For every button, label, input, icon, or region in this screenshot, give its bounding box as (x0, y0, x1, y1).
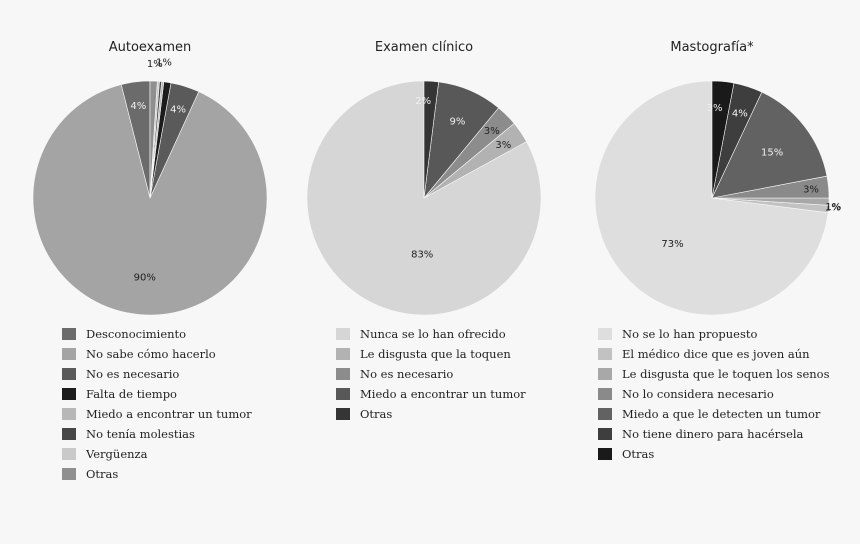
legend-swatch (598, 388, 612, 400)
legend-swatch (336, 328, 350, 340)
slice-label: 90% (134, 272, 156, 283)
legend-label: El médico dice que es joven aún (622, 347, 810, 361)
legend-item: Le disgusta que le toquen los senos (598, 364, 830, 384)
legend-swatch (62, 448, 76, 460)
legend-item: Miedo a encontrar un tumor (62, 404, 252, 424)
chart-title-examen-clinico: Examen clínico (375, 40, 473, 55)
legend-item: Otras (62, 464, 252, 484)
legend-label: Otras (86, 467, 119, 481)
legend-item: Vergüenza (62, 444, 252, 464)
legend-swatch (336, 348, 350, 360)
legend-swatch (336, 368, 350, 380)
legend-label: Desconocimiento (86, 327, 187, 341)
legend-item: No es necesario (62, 364, 252, 384)
legend-swatch (598, 428, 612, 440)
legend-swatch (62, 408, 76, 420)
legend-label: No lo considera necesario (622, 387, 774, 401)
slice-label: 1% (147, 59, 163, 70)
pie-slice (32, 84, 268, 316)
slice-label: 15% (761, 147, 783, 158)
legend-label: No tenía molestias (86, 427, 195, 441)
pie-slice (594, 80, 829, 316)
slice-label: 1% (156, 58, 172, 69)
legend-item: Le disgusta que la toquen (336, 344, 526, 364)
legend-label: Falta de tiempo (86, 387, 177, 401)
legend-label: No es necesario (86, 367, 180, 381)
pie-autoexamen: 4% 90% 4% 1%1% (32, 58, 268, 316)
legend-swatch (598, 368, 612, 380)
legend-item: Otras (336, 404, 526, 424)
slice-label: 3% (707, 103, 723, 114)
legend-swatch (336, 388, 350, 400)
legend-item: No es necesario (336, 364, 526, 384)
legend-item: Miedo a que le detecten un tumor (598, 404, 830, 424)
slice-label: 9% (450, 117, 466, 128)
legend-label: Otras (622, 447, 655, 461)
legend-swatch (598, 448, 612, 460)
chart-title-autoexamen: Autoexamen (109, 40, 192, 55)
legend-label: Miedo a encontrar un tumor (86, 407, 252, 421)
legend-swatch (598, 328, 612, 340)
legend-swatch (336, 408, 350, 420)
legend-autoexamen: Desconocimiento No sabe cómo hacerlo No es… (62, 324, 252, 484)
legend-label: Vergüenza (86, 447, 148, 461)
slice-label: 3% (495, 140, 511, 151)
legend-item: Nunca se lo han ofrecido (336, 324, 526, 344)
legend-label: No tiene dinero para hacérsela (622, 427, 804, 441)
legend-label: No es necesario (360, 367, 454, 381)
pie-slice (149, 80, 158, 199)
slice-label: 1% (825, 202, 841, 213)
legend-label: Miedo a encontrar un tumor (360, 387, 526, 401)
legend-swatch (598, 408, 612, 420)
legend-item: Otras (598, 444, 830, 464)
legend-swatch (62, 468, 76, 480)
legend-item: No tenía molestias (62, 424, 252, 444)
legend-item: No sabe cómo hacerlo (62, 344, 252, 364)
pie-slice (711, 91, 828, 199)
slice-label: 3% (484, 126, 500, 137)
legend-label: Le disgusta que le toquen los senos (622, 367, 830, 381)
legend-label: Nunca se lo han ofrecido (360, 327, 506, 341)
legend-swatch (62, 388, 76, 400)
legend-label: Otras (360, 407, 393, 421)
slice-label: 4% (170, 105, 186, 116)
slice-label: 3% (803, 185, 819, 196)
legend-label: No sabe cómo hacerlo (86, 347, 216, 361)
slice-label: 4% (130, 101, 146, 112)
legend-item: No se lo han propuesto (598, 324, 830, 344)
legend-examen-clinico: Nunca se lo han ofrecido Le disgusta que … (336, 324, 526, 424)
legend-item: El médico dice que es joven aún (598, 344, 830, 364)
slice-label: 83% (411, 249, 433, 260)
legend-label: Le disgusta que la toquen (360, 347, 511, 361)
legend-swatch (62, 368, 76, 380)
legend-swatch (62, 348, 76, 360)
pie-slice (711, 80, 735, 199)
legend-item: No lo considera necesario (598, 384, 830, 404)
legend-label: No se lo han propuesto (622, 327, 758, 341)
pie-mastografia: 73%1%1%3%15%4%3% (594, 80, 841, 316)
legend-swatch (62, 428, 76, 440)
slice-label: 1% (825, 203, 841, 214)
legend-item: Falta de tiempo (62, 384, 252, 404)
legend-item: No tiene dinero para hacérsela (598, 424, 830, 444)
pie-examen-clinico: 83% 3% 3% 9% 2% (306, 80, 542, 316)
legend-swatch (62, 328, 76, 340)
legend-mastografia: No se lo han propuesto El médico dice que… (598, 324, 830, 464)
pie-slice (423, 80, 439, 199)
slice-label: 73% (661, 239, 683, 250)
legend-item: Miedo a encontrar un tumor (336, 384, 526, 404)
slice-label: 2% (415, 96, 431, 107)
legend-item: Desconocimiento (62, 324, 252, 344)
legend-label: Miedo a que le detecten un tumor (622, 407, 821, 421)
legend-swatch (598, 348, 612, 360)
chart-title-mastografia: Mastografía* (670, 40, 754, 55)
slice-label: 4% (732, 108, 748, 119)
